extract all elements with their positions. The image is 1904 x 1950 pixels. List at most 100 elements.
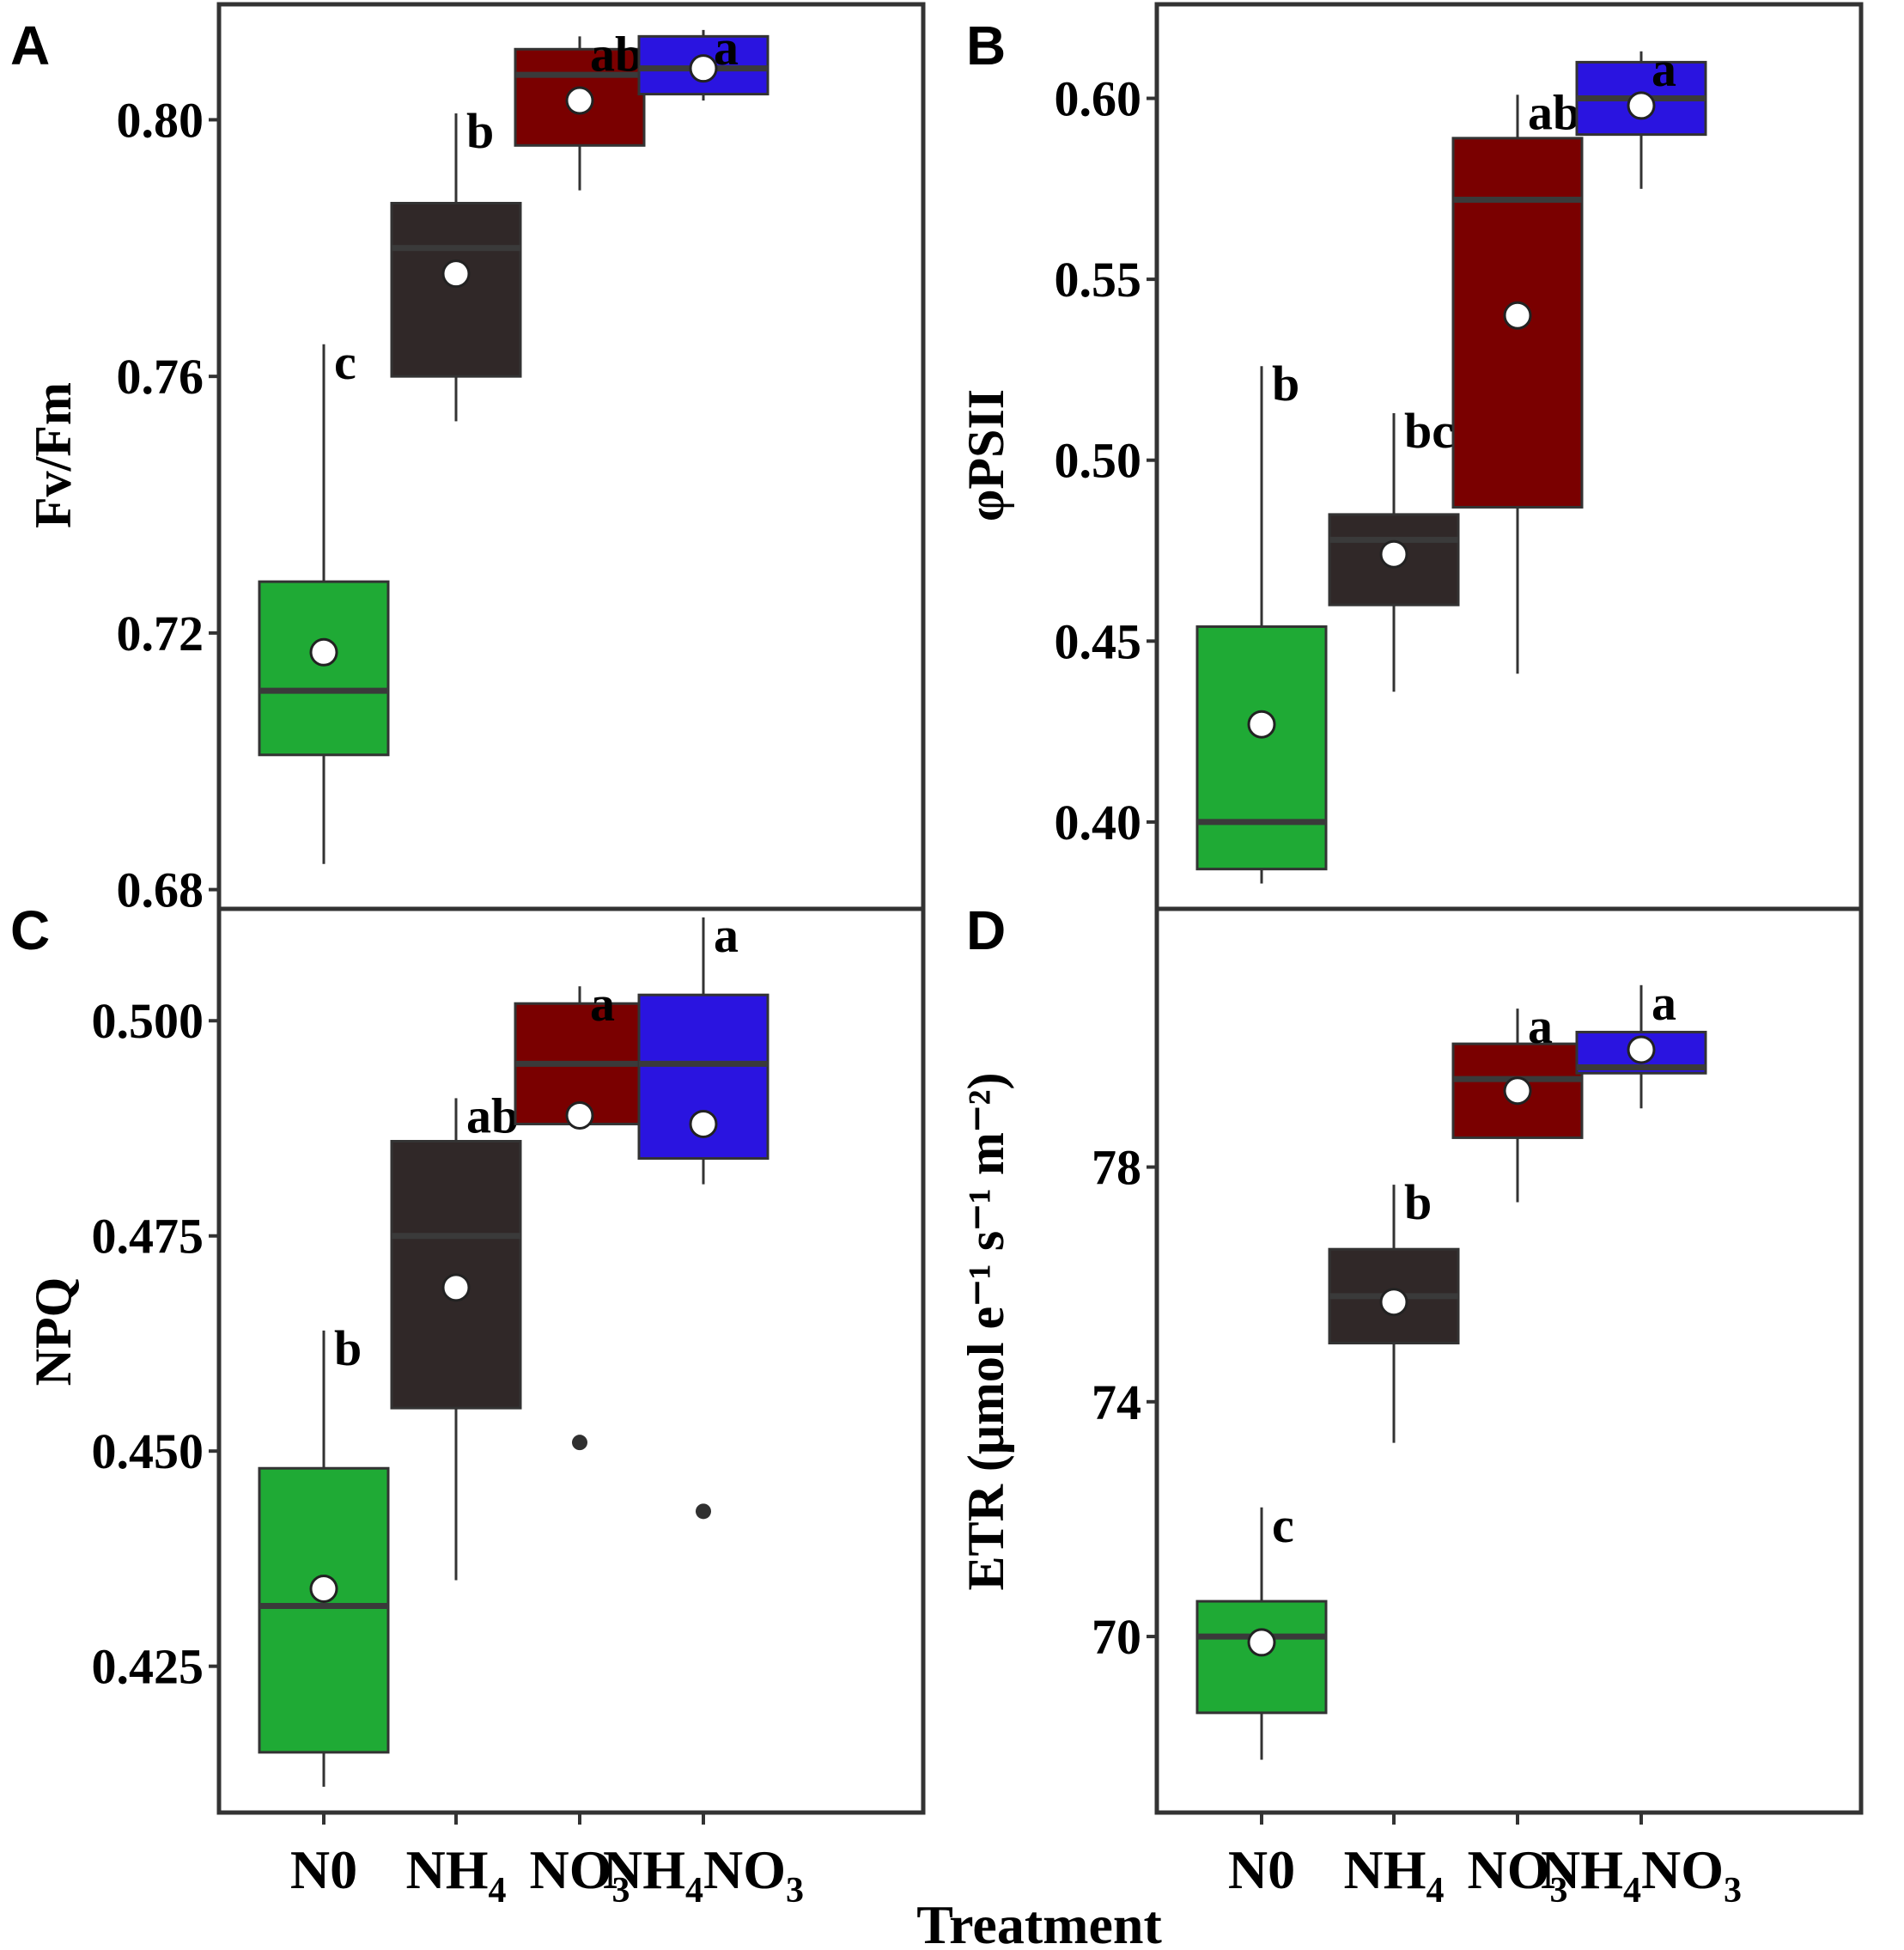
panel-letter: D bbox=[966, 899, 1006, 961]
box-iqr bbox=[258, 1466, 390, 1754]
mean-point bbox=[565, 1100, 594, 1130]
subscript: 4 bbox=[1623, 1871, 1641, 1910]
mean-point bbox=[309, 1575, 338, 1604]
outlier-point bbox=[696, 1503, 711, 1520]
mean-point bbox=[1379, 539, 1408, 569]
box-NH4: bc bbox=[1328, 403, 1460, 692]
y-tick-label: 0.45 bbox=[1055, 613, 1142, 669]
mean-point bbox=[565, 86, 594, 115]
x-tick-label: NH4 bbox=[406, 1839, 507, 1910]
subscript: 4 bbox=[685, 1871, 703, 1910]
box-NH4: b bbox=[1328, 1174, 1460, 1443]
subscript: 4 bbox=[489, 1871, 507, 1910]
y-tick-label: 0.425 bbox=[92, 1639, 204, 1695]
box-NH4NO3: a bbox=[637, 907, 770, 1520]
y-tick-label: 0.80 bbox=[117, 92, 204, 148]
subscript: 3 bbox=[612, 1871, 630, 1910]
mean-point bbox=[1627, 1035, 1656, 1064]
box-NO3: a bbox=[514, 976, 646, 1451]
y-tick-label: 0.500 bbox=[92, 993, 204, 1049]
box-NO3: a bbox=[1451, 998, 1584, 1203]
y-tick-label: 0.60 bbox=[1055, 71, 1142, 127]
box-NH4NO3: a bbox=[637, 20, 770, 101]
label-part: NH bbox=[406, 1839, 489, 1900]
y-tick-label: 0.50 bbox=[1055, 433, 1142, 489]
box-N0: b bbox=[1195, 356, 1328, 884]
box-iqr bbox=[1195, 1600, 1328, 1715]
y-tick-label: 0.72 bbox=[117, 606, 204, 661]
significance-letter: b bbox=[1404, 1174, 1432, 1230]
box-NH4: b bbox=[390, 103, 522, 422]
box-N0: c bbox=[258, 334, 390, 864]
label-part: NH bbox=[603, 1839, 685, 1900]
mean-point bbox=[1503, 301, 1532, 330]
y-axis-title: ETR (μmol e⁻¹ s⁻¹ m⁻²) bbox=[958, 1073, 1014, 1591]
significance-letter: c bbox=[334, 334, 356, 390]
subscript: 3 bbox=[1550, 1871, 1568, 1910]
box-NH4NO3: a bbox=[1575, 41, 1707, 189]
panel-B: 0.40 0.45 0.50 0.55 0.60 φPSII Bb bc ab a bbox=[958, 2, 1864, 911]
subscript: 3 bbox=[1724, 1871, 1742, 1910]
mean-point bbox=[1503, 1076, 1532, 1106]
significance-letter: a bbox=[1652, 41, 1676, 97]
panel-letter: C bbox=[10, 899, 50, 961]
outlier-point bbox=[572, 1435, 587, 1451]
y-tick-label: 74 bbox=[1092, 1374, 1141, 1430]
y-tick-label: 0.475 bbox=[92, 1209, 204, 1264]
box-NH4NO3: a bbox=[1575, 975, 1707, 1109]
mean-point bbox=[309, 637, 338, 667]
x-tick-label: N0 bbox=[1228, 1839, 1295, 1900]
label-part: NH bbox=[1541, 1839, 1623, 1900]
box-iqr bbox=[1195, 625, 1328, 871]
mean-point bbox=[1247, 710, 1276, 739]
box-iqr bbox=[390, 202, 522, 378]
label-part: NO bbox=[530, 1839, 612, 1900]
significance-letter: a bbox=[590, 976, 615, 1032]
panel-A: 0.68 0.72 0.76 0.80 Fv/Fm Ac b ab a bbox=[10, 2, 926, 918]
subscript: 4 bbox=[1426, 1871, 1445, 1910]
x-tick-label: NH4NO3 bbox=[1541, 1839, 1742, 1910]
mean-point bbox=[689, 1109, 718, 1138]
y-axis-title: NPQ bbox=[25, 1277, 82, 1386]
y-tick-label: 70 bbox=[1092, 1609, 1141, 1665]
mean-point bbox=[1247, 1628, 1276, 1657]
panel-frame bbox=[1154, 906, 1864, 1815]
label-part: NO bbox=[1468, 1839, 1550, 1900]
y-tick-label: 0.40 bbox=[1055, 795, 1142, 850]
significance-letter: b bbox=[1272, 356, 1299, 411]
significance-letter: a bbox=[714, 20, 739, 76]
significance-letter: ab bbox=[466, 1088, 519, 1143]
y-tick-label: 0.55 bbox=[1055, 252, 1142, 308]
box-N0: b bbox=[258, 1320, 390, 1787]
mean-point bbox=[689, 54, 718, 83]
significance-letter: c bbox=[1272, 1497, 1294, 1553]
mean-point bbox=[1627, 91, 1656, 120]
y-tick-label: 0.450 bbox=[92, 1423, 204, 1479]
box-iqr bbox=[258, 580, 390, 757]
label-part: NH bbox=[1344, 1839, 1426, 1900]
x-tick-label: N0 bbox=[290, 1839, 357, 1900]
mean-point bbox=[441, 1273, 471, 1302]
y-tick-label: 0.68 bbox=[117, 862, 204, 918]
y-tick-label: 78 bbox=[1092, 1140, 1141, 1196]
significance-letter: ab bbox=[590, 26, 642, 82]
significance-letter: a bbox=[714, 907, 739, 963]
x-tick-label: NO3 bbox=[1468, 1839, 1568, 1910]
label-part: NO bbox=[1641, 1839, 1724, 1900]
subscript: 3 bbox=[786, 1871, 804, 1910]
x-tick-label: NO3 bbox=[530, 1839, 630, 1910]
panel-letter: A bbox=[10, 15, 50, 76]
significance-letter: b bbox=[334, 1320, 362, 1376]
significance-letter: a bbox=[1652, 975, 1676, 1031]
y-axis-title: φPSII bbox=[958, 389, 1014, 521]
label-part: NO bbox=[703, 1839, 786, 1900]
significance-letter: b bbox=[466, 103, 494, 159]
significance-letter: bc bbox=[1404, 403, 1454, 459]
mean-point bbox=[441, 259, 471, 289]
box-NH4: ab bbox=[390, 1088, 522, 1581]
mean-point bbox=[1379, 1288, 1408, 1317]
significance-letter: a bbox=[1528, 998, 1553, 1054]
